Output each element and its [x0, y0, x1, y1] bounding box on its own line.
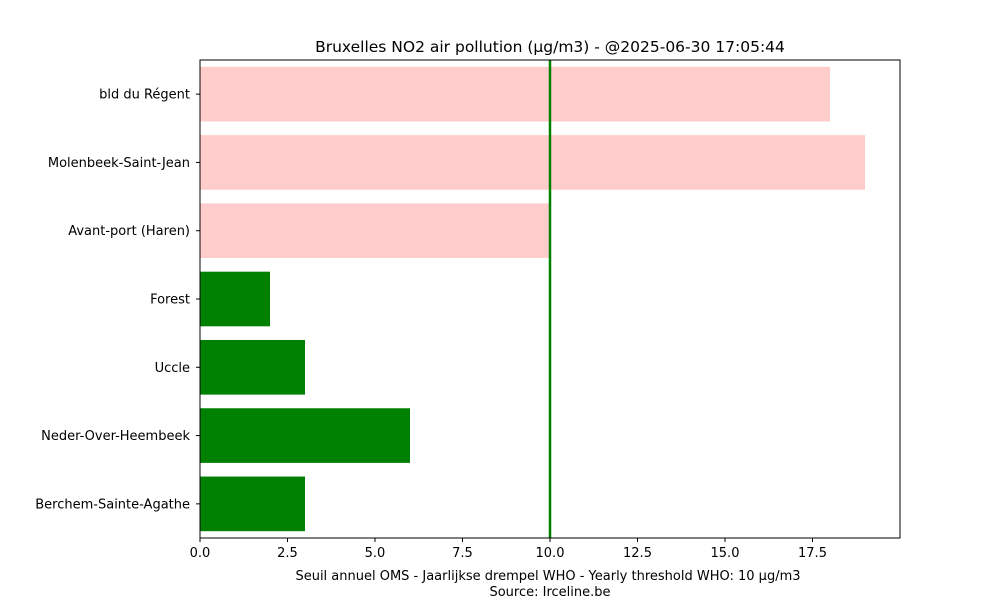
y-tick-label: Avant-port (Haren) [68, 224, 190, 239]
bar-6 [200, 476, 305, 532]
y-tick-label: Forest [150, 293, 190, 308]
bar-2 [200, 203, 550, 259]
y-axis: bld du Régent Molenbeek-Saint-Jean Avant-p… [35, 88, 200, 512]
bar-1 [200, 135, 865, 190]
x-tick-label: 12.5 [623, 546, 652, 561]
x-tick-label: 2.5 [277, 546, 298, 561]
y-tick-label: Berchem-Sainte-Agathe [35, 497, 190, 512]
bar-5 [200, 408, 410, 463]
y-tick-label: Neder-Over-Heembeek [41, 429, 190, 444]
x-tick-label: 17.5 [798, 546, 827, 561]
x-tick-label: 15.0 [711, 546, 740, 561]
y-tick-label: Molenbeek-Saint-Jean [48, 156, 190, 171]
bar-4 [200, 339, 305, 395]
x-tick-label: 0.0 [190, 546, 211, 561]
source-label: Source: Irceline.be [489, 585, 610, 600]
x-tick-label: 5.0 [365, 546, 386, 561]
x-tick-label: 10.0 [536, 546, 565, 561]
bar-3 [200, 271, 270, 327]
x-tick-label: 7.5 [452, 546, 473, 561]
chart-title: Bruxelles NO2 air pollution (µg/m3) - @2… [315, 38, 785, 56]
y-tick-label: Uccle [155, 361, 190, 376]
bars-layer [200, 66, 865, 532]
bar-0 [200, 66, 830, 122]
y-tick-label: bld du Régent [99, 88, 190, 103]
x-axis-label: Seuil annuel OMS - Jaarlijkse drempel WH… [295, 569, 800, 584]
x-axis: 0.0 2.5 5.0 7.5 10.0 12.5 15.0 17.5 [190, 538, 827, 561]
